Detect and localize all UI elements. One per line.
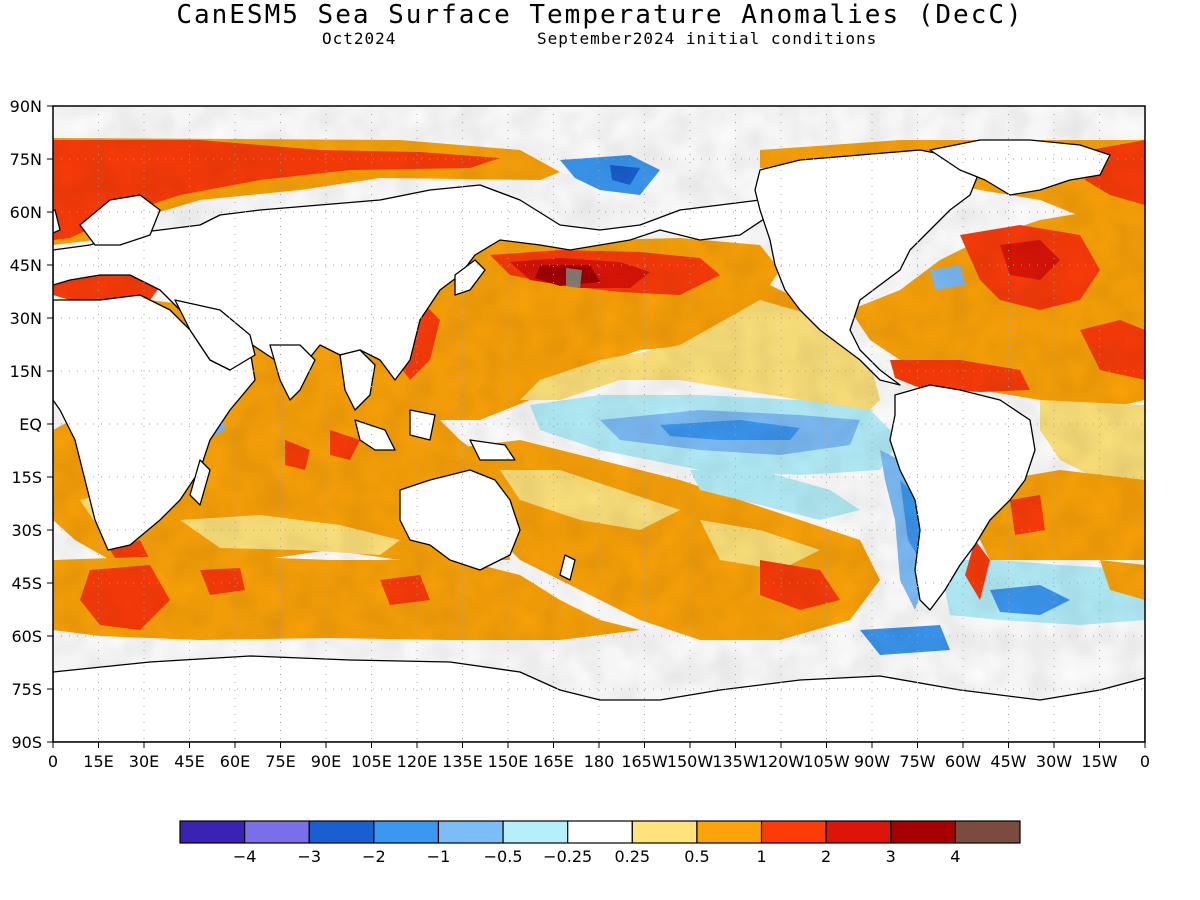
colorbar-swatch [373, 820, 440, 844]
lon-label: 165W [621, 752, 668, 771]
colorbar-label: −4 [233, 847, 257, 866]
colorbar-swatch [308, 820, 375, 844]
colorbar-swatch [179, 820, 246, 844]
lon-label: 150E [488, 752, 529, 771]
land-masses [53, 139, 1145, 742]
colorbar-label: 4 [950, 847, 960, 866]
lat-label: 75N [10, 150, 42, 169]
chart-title: CanESM5 Sea Surface Temperature Anomalie… [176, 0, 1024, 30]
longitude-axis: 0 15E 30E 45E 60E 75E 90E 105E 120E 135E 150E 165E 1… [48, 742, 1150, 771]
lat-label: 60S [11, 627, 42, 646]
colorbar-label: 2 [821, 847, 831, 866]
lon-label: 165E [533, 752, 574, 771]
lon-label: 120W [758, 752, 805, 771]
lon-label: 105E [351, 752, 392, 771]
lat-label: 45S [11, 574, 42, 593]
colorbar-label: 0.25 [614, 847, 650, 866]
lon-label: 60E [220, 752, 250, 771]
colorbar-label: −0.25 [543, 847, 592, 866]
lon-label: 0 [48, 752, 58, 771]
lon-label: 45W [990, 752, 1026, 771]
colorbar-labels: −4 −3 −2 −1 −0.5 −0.25 0.25 0.5 1 2 3 4 [233, 847, 961, 866]
plot-area [53, 106, 1145, 742]
latitude-axis: 90N 75N 60N 45N 30N 15N EQ 15S 30S 45S 60S 75S 90S [10, 97, 53, 752]
lon-label: 135E [442, 752, 483, 771]
lat-label: 45N [10, 256, 42, 275]
lon-label: 15E [83, 752, 113, 771]
colorbar-swatch [696, 820, 763, 844]
lat-label: 60N [10, 203, 42, 222]
lat-label: 90N [10, 97, 42, 116]
colorbar-swatch [890, 820, 956, 844]
initial-conditions-label: September2024 initial conditions [537, 29, 878, 48]
colorbar-swatch [631, 820, 698, 844]
lat-label: EQ [19, 415, 42, 434]
lat-label: 15S [11, 468, 42, 487]
colorbar-swatch [502, 820, 569, 844]
lon-label: 0 [1140, 752, 1150, 771]
lon-label: 150W [667, 752, 714, 771]
colorbar-swatch [567, 820, 633, 844]
lon-label: 135W [712, 752, 759, 771]
colorbar-label: 1 [756, 847, 766, 866]
colorbar-label: −0.5 [484, 847, 523, 866]
lon-label: 15W [1081, 752, 1117, 771]
valid-month-label: Oct2024 [322, 29, 397, 48]
colorbar-label: 3 [886, 847, 896, 866]
lon-label: 90E [311, 752, 341, 771]
lon-label: 105W [803, 752, 850, 771]
colorbar-label: −2 [362, 847, 386, 866]
lat-label: 15N [10, 362, 42, 381]
colorbar-swatch [760, 820, 827, 844]
colorbar-legend [179, 820, 1021, 844]
colorbar-label: −3 [297, 847, 321, 866]
colorbar-swatch [244, 820, 310, 844]
colorbar-swatch [825, 820, 892, 844]
lon-label: 60W [945, 752, 981, 771]
lon-label: 30E [129, 752, 159, 771]
lon-label: 90W [854, 752, 890, 771]
lat-label: 90S [11, 733, 42, 752]
lat-label: 75S [11, 680, 42, 699]
colorbar-swatch [954, 820, 1021, 844]
lat-label: 30N [10, 309, 42, 328]
colorbar-label: 0.5 [684, 847, 709, 866]
lon-label: 120E [397, 752, 438, 771]
lat-label: 30S [11, 521, 42, 540]
lon-label: 75W [899, 752, 935, 771]
lon-label: 180 [584, 752, 615, 771]
colorbar-swatch [437, 820, 504, 844]
lon-label: 30W [1036, 752, 1072, 771]
lon-label: 45E [174, 752, 204, 771]
lon-label: 75E [265, 752, 295, 771]
colorbar-label: −1 [427, 847, 451, 866]
